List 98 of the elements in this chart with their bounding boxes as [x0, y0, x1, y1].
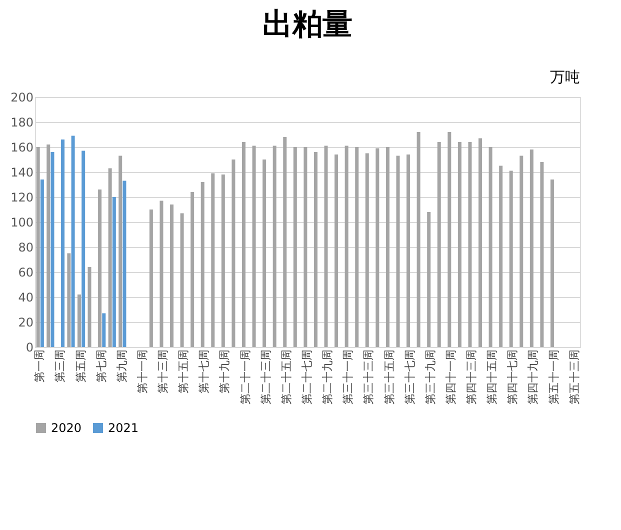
bar	[386, 147, 390, 347]
bar	[427, 212, 431, 347]
bar	[509, 170, 513, 347]
bar	[293, 147, 297, 347]
y-tick-label: 0	[26, 340, 34, 354]
bar	[304, 147, 308, 347]
bar	[82, 150, 86, 347]
bar	[376, 148, 380, 347]
x-tick-label: 第四十一周	[444, 350, 458, 404]
bar	[88, 267, 92, 347]
y-tick-label: 180	[10, 116, 34, 130]
bar	[396, 156, 400, 347]
x-tick-label: 第二十七周	[300, 350, 314, 404]
x-tick-label: 第四十七周	[506, 350, 520, 404]
x-tick-label: 第五十三周	[568, 350, 581, 404]
x-tick-label: 第二十一周	[238, 350, 252, 404]
bar	[262, 160, 266, 347]
bar	[324, 146, 328, 347]
x-tick-label: 第二十五周	[280, 350, 293, 404]
x-tick-label: 第九周	[115, 350, 128, 382]
x-tick-label: 第二十九周	[321, 350, 334, 404]
bar	[488, 147, 492, 347]
bar	[283, 137, 287, 347]
bar	[221, 174, 225, 347]
bar	[272, 146, 276, 347]
x-tick-label: 第三十七周	[403, 350, 416, 404]
bar	[211, 173, 215, 347]
bar	[46, 144, 50, 347]
legend-label: 2021	[108, 421, 139, 435]
x-tick-label: 第十七周	[198, 350, 211, 394]
bar	[355, 147, 359, 347]
x-tick-label: 第三十三周	[362, 350, 376, 404]
bar	[550, 180, 554, 347]
bar	[102, 313, 106, 347]
x-tick-label: 第三十五周	[382, 350, 396, 404]
bar	[406, 154, 410, 347]
bar	[112, 197, 116, 347]
chart-title: 出粕量	[262, 7, 352, 42]
x-tick-label: 第三周	[54, 350, 67, 382]
x-tick-label: 第十九周	[218, 350, 232, 394]
bar	[160, 200, 164, 347]
bar	[61, 140, 65, 347]
text: 万吨	[550, 68, 580, 86]
bar	[77, 294, 81, 347]
bar	[50, 152, 54, 347]
bar	[232, 160, 236, 347]
bar	[200, 182, 204, 347]
bar	[365, 153, 369, 347]
x-tick-label: 第七周	[94, 350, 108, 382]
bar	[448, 132, 452, 347]
bar	[499, 166, 503, 347]
x-tick-label: 第四十五周	[486, 350, 499, 404]
x-tick-label: 第二十三周	[259, 350, 272, 404]
bar	[149, 210, 153, 347]
bar	[118, 156, 122, 347]
x-tick-label: 第五十一周	[547, 350, 560, 404]
bar	[437, 142, 441, 347]
bar	[180, 213, 184, 347]
bar	[190, 192, 194, 347]
bar	[98, 190, 102, 347]
bar	[540, 162, 544, 347]
x-tick-label: 第三十一周	[342, 350, 355, 404]
x-tick-label: 第十一周	[136, 350, 149, 394]
bar	[40, 180, 44, 347]
y-tick-label: 100	[10, 216, 34, 230]
bar	[520, 156, 524, 347]
y-tick-label: 160	[10, 140, 34, 154]
x-tick-label: 第十三周	[156, 350, 170, 394]
bar	[242, 142, 246, 347]
bar	[67, 253, 71, 347]
bar	[108, 168, 112, 347]
x-tick-label: 第三十九周	[424, 350, 437, 404]
x-tick-label: 第十五周	[177, 350, 190, 394]
bar	[530, 150, 534, 347]
bar	[36, 147, 40, 347]
y-tick-label: 80	[18, 240, 34, 254]
y-tick-label: 120	[10, 190, 34, 204]
bar	[458, 142, 462, 347]
y-tick-label: 200	[10, 90, 34, 104]
bar	[170, 204, 174, 347]
x-tick-label: 第一周	[33, 350, 46, 382]
bar	[334, 154, 338, 347]
bar	[314, 152, 318, 347]
bar	[252, 146, 256, 347]
y-tick-label: 140	[10, 166, 34, 180]
legend-label: 2020	[51, 421, 82, 435]
x-tick-label: 第五周	[74, 350, 88, 382]
bar	[478, 138, 482, 347]
bar	[71, 136, 75, 347]
y-tick-label: 40	[18, 290, 34, 304]
bar	[122, 180, 126, 347]
bar	[468, 142, 472, 347]
x-tick-label: 第四十三周	[465, 350, 478, 404]
x-tick-label: 第四十九周	[526, 350, 540, 404]
y-tick-label: 20	[18, 316, 34, 330]
bar	[416, 132, 420, 347]
bar	[344, 146, 348, 347]
y-tick-label: 60	[18, 266, 34, 280]
